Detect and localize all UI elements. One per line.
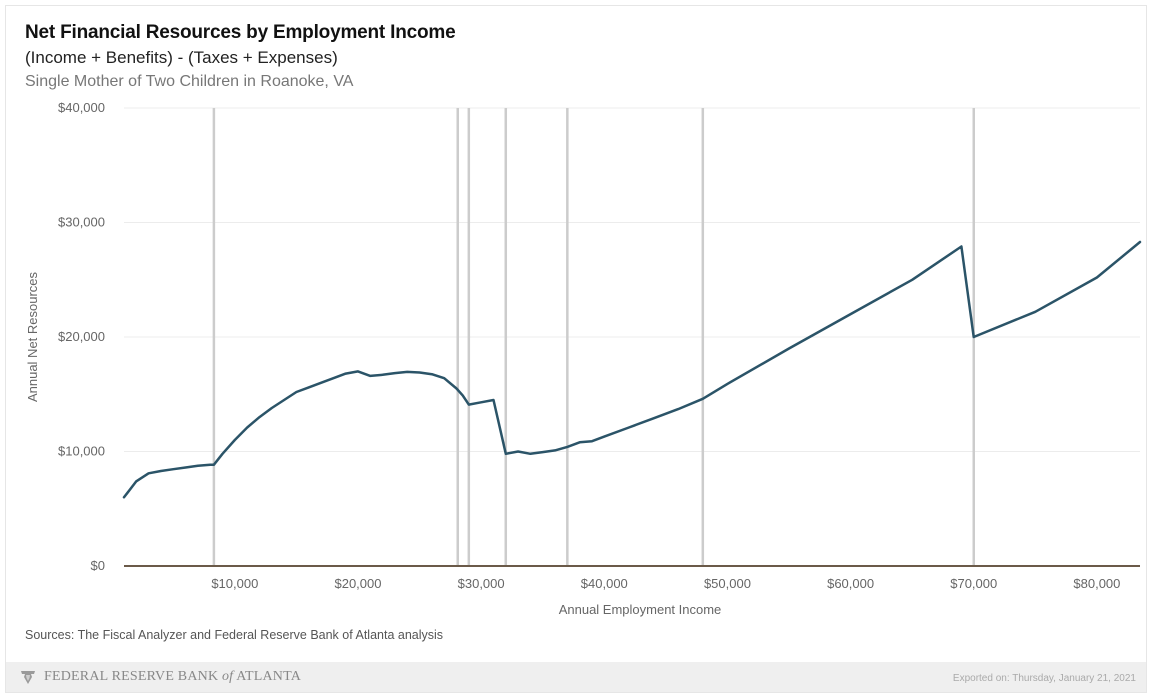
chart-title: Net Financial Resources by Employment In…: [25, 22, 456, 43]
x-axis-title: Annual Employment Income: [559, 602, 722, 617]
chart-subtitle-secondary: Single Mother of Two Children in Roanoke…: [25, 73, 354, 90]
reference-lines: [212, 108, 975, 566]
y-tick-label: $10,000: [58, 444, 105, 459]
y-tick-label: $40,000: [58, 100, 105, 115]
x-tick-label: $20,000: [334, 576, 381, 591]
y-gridlines: [124, 107, 1140, 452]
x-tick-label: $10,000: [211, 576, 258, 591]
y-tick-label: $30,000: [58, 215, 105, 230]
sources-note: Sources: The Fiscal Analyzer and Federal…: [25, 628, 444, 642]
fed-name-of: of: [221, 669, 234, 684]
x-tick-labels: $10,000 $20,000 $30,000 $40,000 $50,000 $60,0…: [211, 576, 1120, 591]
fed-logo-text: FEDERAL RESERVE BANK of ATLANTA: [44, 669, 301, 685]
y-tick-label: $0: [91, 558, 105, 573]
x-tick-label: $40,000: [581, 576, 628, 591]
x-tick-label: $80,000: [1073, 576, 1120, 591]
y-tick-label: $20,000: [58, 329, 105, 344]
fed-name-city: ATLANTA: [236, 669, 302, 684]
series-line: [122, 240, 1142, 499]
x-tick-label: $50,000: [704, 576, 751, 591]
fed-name-main: FEDERAL RESERVE BANK: [44, 669, 219, 684]
x-tick-label: $60,000: [827, 576, 874, 591]
export-date: Exported on: Thursday, January 21, 2021: [952, 673, 1136, 684]
line-chart: $0 $10,000 $20,000 $30,000 $40,000 $10,000 $2…: [25, 100, 1142, 617]
chart-frame: [5, 5, 1147, 693]
x-tick-label: $70,000: [950, 576, 997, 591]
chart-subtitle: (Income + Benefits) - (Taxes + Expenses): [25, 48, 338, 67]
y-tick-labels: $0 $10,000 $20,000 $30,000 $40,000: [58, 100, 105, 573]
x-tick-label: $30,000: [458, 576, 505, 591]
footer-bar: FEDERAL RESERVE BANK of ATLANTA Exported…: [6, 662, 1146, 692]
y-axis-title: Annual Net Resources: [25, 271, 40, 402]
series-group: [122, 240, 1142, 499]
eagle-shield-icon: [21, 671, 35, 684]
